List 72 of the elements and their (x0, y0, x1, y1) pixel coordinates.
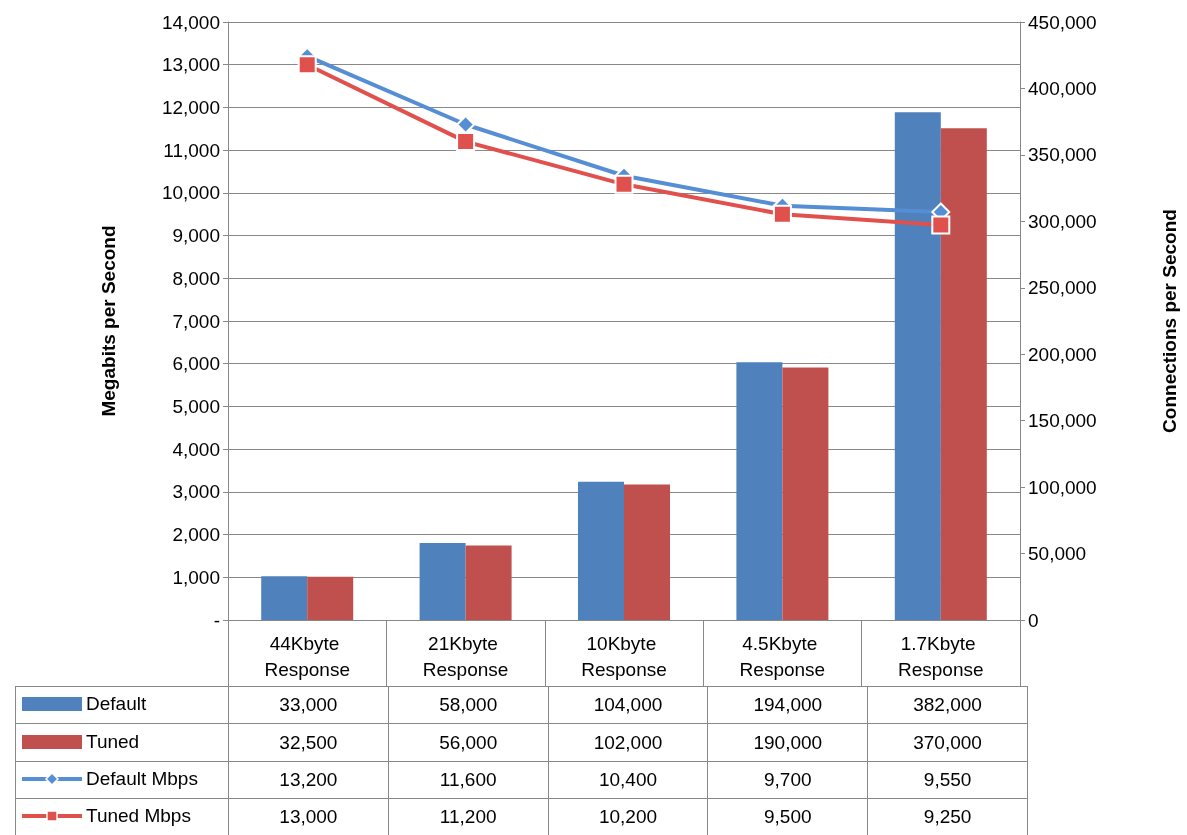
data-label: 32,500 (228, 723, 389, 762)
legend-label: Default Mbps (86, 767, 198, 790)
bar (419, 542, 466, 620)
point (614, 174, 634, 194)
point (297, 55, 317, 75)
bar (307, 576, 354, 620)
data-label: 9,700 (707, 761, 868, 799)
data-label: 13,000 (228, 798, 389, 835)
y-tick-label: 7,000 (172, 310, 220, 332)
data-label: 13,200 (228, 761, 389, 799)
y2-tick-label: 0 (1028, 609, 1039, 631)
data-label: 9,550 (867, 761, 1028, 799)
data-label: 11,600 (388, 761, 549, 799)
x-tick-label: 10Kbyte Response (581, 632, 667, 680)
y-tick-label: 3,000 (172, 481, 220, 503)
data-label: 10,400 (548, 761, 708, 799)
data-label: 382,000 (867, 686, 1028, 724)
bar (261, 576, 308, 620)
x-tick-label: 1.7Kbyte Response (898, 632, 984, 680)
point (456, 115, 476, 135)
y-tick-label: 2,000 (172, 524, 220, 546)
bar (782, 367, 829, 620)
y-tick-label: 1,000 (172, 566, 220, 588)
data-label: 56,000 (388, 723, 549, 762)
y2-tick-label: 250,000 (1028, 277, 1097, 299)
y-tick-label: - (213, 609, 220, 631)
y2-tick-label: 50,000 (1028, 543, 1087, 565)
point (931, 215, 951, 235)
y-tick-label: 14,000 (161, 11, 220, 33)
data-label: 58,000 (388, 686, 549, 724)
y-tick-label: 11,000 (163, 139, 220, 161)
y2-tick-label: 450,000 (1028, 11, 1097, 33)
bar (465, 545, 512, 620)
data-label: 370,000 (867, 723, 1028, 762)
x-tick-label: 4.5Kbyte Response (739, 632, 826, 680)
data-label: 104,000 (548, 686, 708, 724)
data-label: 11,200 (388, 798, 549, 835)
y-tick-label: 8,000 (172, 267, 220, 289)
data-label: 9,250 (867, 798, 1028, 835)
bar (736, 362, 783, 620)
y2-tick-label: 150,000 (1028, 410, 1097, 432)
y2-axis-title: Connections per Second (1159, 209, 1180, 433)
y2-tick-label: 300,000 (1028, 210, 1097, 232)
point (456, 132, 476, 152)
x-tick-label: 44Kbyte Response (264, 632, 350, 680)
bar (940, 128, 987, 620)
legend-label: Tuned Mbps (86, 805, 191, 828)
bar (894, 112, 941, 620)
y2-tick-label: 350,000 (1028, 144, 1097, 166)
y-axis-title: Megabits per Second (98, 225, 119, 417)
data-label: 10,200 (548, 798, 708, 835)
point (772, 204, 792, 224)
bar (624, 484, 670, 620)
data-label: 194,000 (707, 686, 868, 724)
y-tick-label: 13,000 (161, 54, 220, 76)
bar (578, 481, 624, 620)
y-tick-label: 10,000 (161, 182, 220, 204)
y2-tick-label: 400,000 (1028, 77, 1097, 99)
x-tick-label: 21Kbyte Response (422, 632, 509, 680)
legend-label: Default (86, 693, 147, 716)
legend-label: Tuned (86, 730, 140, 753)
data-label: 190,000 (707, 723, 868, 762)
data-label: 9,500 (707, 798, 868, 835)
y-tick-label: 5,000 (172, 395, 220, 417)
y-tick-label: 12,000 (161, 96, 220, 118)
y-tick-label: 6,000 (172, 353, 220, 375)
data-label: 102,000 (548, 723, 708, 762)
y2-tick-label: 100,000 (1028, 476, 1097, 498)
y-tick-label: 9,000 (172, 225, 220, 247)
y-tick-label: 4,000 (172, 438, 220, 460)
y2-tick-label: 200,000 (1028, 343, 1097, 365)
data-label: 33,000 (228, 686, 389, 724)
